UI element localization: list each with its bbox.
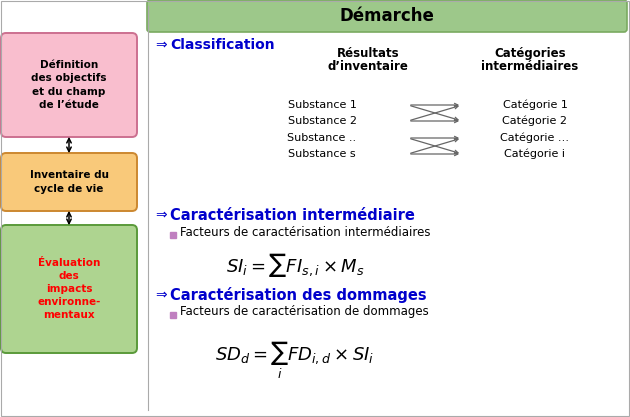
Text: $SD_d = \sum_i FD_{i,d} \times SI_i$: $SD_d = \sum_i FD_{i,d} \times SI_i$: [215, 339, 375, 381]
Text: Substance s: Substance s: [288, 149, 356, 159]
Text: Facteurs de caractérisation de dommages: Facteurs de caractérisation de dommages: [180, 306, 429, 319]
Text: d’inventaire: d’inventaire: [328, 60, 408, 73]
Text: ⇒: ⇒: [155, 288, 166, 302]
Bar: [170, 312, 176, 318]
FancyBboxPatch shape: [1, 33, 137, 137]
Text: Substance 2: Substance 2: [287, 116, 357, 126]
Text: Évaluation
des
impacts
environne-
mentaux: Évaluation des impacts environne- mentau…: [37, 258, 101, 320]
Text: Classification: Classification: [170, 38, 275, 52]
Text: Catégorie 2: Catégorie 2: [503, 116, 568, 126]
Text: ⇒: ⇒: [155, 208, 166, 222]
Text: Définition
des objectifs
et du champ
de l’étude: Définition des objectifs et du champ de …: [32, 60, 106, 110]
Text: ⇒: ⇒: [155, 38, 166, 52]
Text: Catégorie …: Catégorie …: [500, 133, 570, 143]
Text: Catégorie 1: Catégorie 1: [503, 100, 568, 110]
FancyBboxPatch shape: [1, 153, 137, 211]
Text: Catégories: Catégories: [494, 47, 566, 60]
FancyBboxPatch shape: [1, 225, 137, 353]
FancyBboxPatch shape: [147, 0, 627, 32]
Text: Substance ..: Substance ..: [287, 133, 357, 143]
Text: Facteurs de caractérisation intermédiaires: Facteurs de caractérisation intermédiair…: [180, 226, 430, 239]
Text: Caractérisation des dommages: Caractérisation des dommages: [170, 287, 427, 303]
Text: Inventaire du
cycle de vie: Inventaire du cycle de vie: [30, 171, 108, 193]
Text: Démarche: Démarche: [340, 7, 435, 25]
Text: Résultats: Résultats: [336, 47, 399, 60]
Bar: [170, 232, 176, 238]
Text: intermédiaires: intermédiaires: [481, 60, 578, 73]
Text: $SI_i = \sum FI_{s,i} \times M_s$: $SI_i = \sum FI_{s,i} \times M_s$: [226, 251, 364, 279]
Text: Substance 1: Substance 1: [287, 100, 357, 110]
Text: Catégorie i: Catégorie i: [505, 149, 566, 159]
Text: Caractérisation intermédiaire: Caractérisation intermédiaire: [170, 208, 415, 223]
